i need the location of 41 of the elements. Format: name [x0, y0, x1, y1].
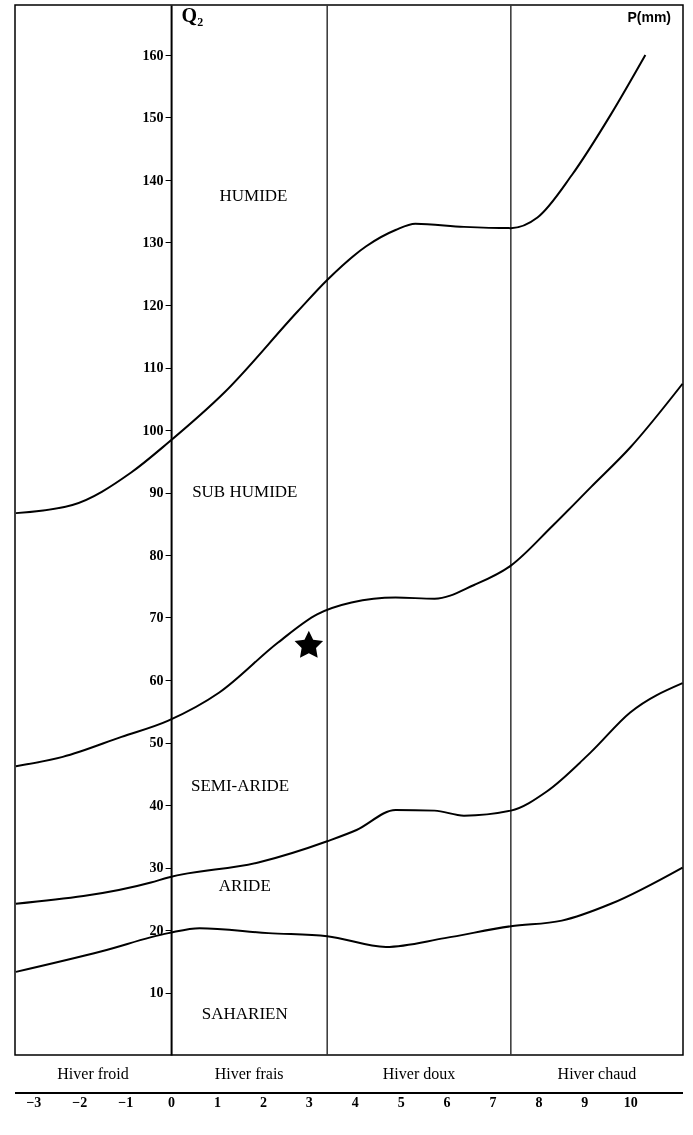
- y-tick-label: 50: [149, 735, 164, 750]
- x-tick-label: 4: [351, 1094, 359, 1110]
- x-tick-label: −1: [118, 1094, 134, 1110]
- y-tick-label: 80: [149, 547, 164, 563]
- text: Hiver frais: [214, 1065, 284, 1082]
- x-tick-label: −3: [26, 1094, 42, 1110]
- x-tick-label: 3: [305, 1094, 313, 1110]
- y-tick-label: 140: [142, 172, 164, 188]
- text: Hiver doux: [382, 1065, 456, 1082]
- y-tick-label: 160: [142, 47, 164, 63]
- text: Hiver chaud: [557, 1065, 637, 1082]
- y-tick-label: 70: [149, 610, 164, 625]
- x-tick-label: 1: [214, 1094, 222, 1110]
- text: Hiver froid: [57, 1065, 129, 1082]
- annotation: SUB HUMIDE: [192, 482, 298, 502]
- x-tick-label: 8: [535, 1094, 543, 1110]
- x-tick-label: 0: [168, 1094, 176, 1110]
- x-tick-label: 7: [489, 1094, 497, 1110]
- y-tick-label: 150: [142, 110, 164, 125]
- y-tick-label: 10: [149, 985, 164, 1000]
- annotation: P(mm): [627, 9, 671, 25]
- annotation: ARIDE: [218, 875, 271, 895]
- annotation: SEMI-ARIDE: [191, 776, 290, 796]
- x-tick-label: 10: [623, 1094, 638, 1110]
- x-tick-label: −2: [72, 1094, 88, 1110]
- y-tick-label: 40: [149, 797, 164, 813]
- y-tick-label: 60: [149, 672, 164, 688]
- annotation: HUMIDE: [219, 186, 288, 206]
- y-tick-label: 120: [142, 297, 164, 313]
- y-tick-label: 130: [142, 235, 164, 250]
- y-axis-title: Q₂: [181, 3, 204, 26]
- x-tick-label: 2: [259, 1094, 267, 1110]
- x-tick-label: 6: [443, 1094, 451, 1110]
- y-tick-label: 100: [142, 422, 164, 438]
- y-tick-label: 110: [143, 360, 164, 375]
- y-tick-label: 90: [149, 485, 164, 500]
- annotation: SAHARIEN: [201, 1004, 288, 1024]
- x-tick-label: 9: [581, 1094, 589, 1110]
- y-tick-label: 20: [149, 922, 164, 938]
- y-tick-label: 30: [149, 860, 164, 875]
- x-tick-label: 5: [397, 1094, 405, 1110]
